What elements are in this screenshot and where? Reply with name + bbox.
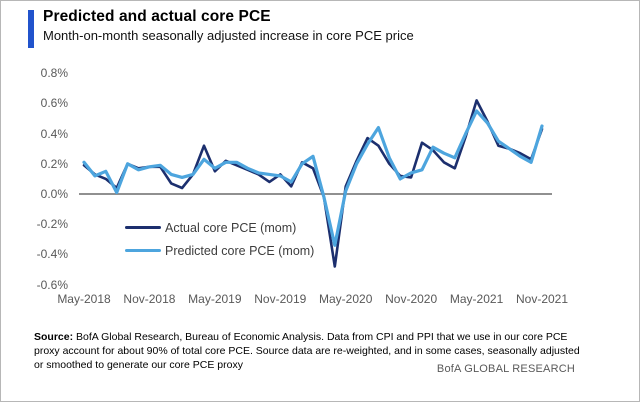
predicted-line-swatch bbox=[125, 248, 161, 253]
legend-item-predicted: Predicted core PCE (mom) bbox=[125, 239, 314, 262]
x-axis-tick-label: May-2018 bbox=[57, 292, 111, 306]
brand-line: BofA GLOBAL RESEARCH bbox=[436, 363, 575, 375]
y-axis-tick-label: 0.6% bbox=[40, 96, 68, 111]
y-axis-tick-label: 0.2% bbox=[40, 156, 68, 171]
x-axis-tick-label: May-2019 bbox=[188, 292, 242, 306]
x-axis-tick-label: Nov-2020 bbox=[385, 292, 438, 306]
y-axis-tick-label: -0.6% bbox=[36, 277, 68, 292]
x-axis-tick-label: May-2020 bbox=[319, 292, 373, 306]
y-axis-tick-label: -0.2% bbox=[36, 217, 68, 232]
y-axis-tick-label: 0.0% bbox=[40, 187, 68, 201]
legend-item-actual: Actual core PCE (mom) bbox=[125, 216, 314, 239]
legend-label-predicted: Predicted core PCE (mom) bbox=[165, 243, 315, 258]
legend: Actual core PCE (mom) Predicted core PCE… bbox=[125, 216, 314, 262]
x-axis-tick-label: Nov-2021 bbox=[515, 292, 569, 306]
x-axis-tick-label: Nov-2019 bbox=[254, 292, 307, 306]
actual-line-swatch bbox=[125, 225, 161, 230]
accent-bar bbox=[28, 10, 34, 48]
page-title: Predicted and actual core PCE bbox=[43, 8, 271, 25]
x-axis-tick-label: May-2021 bbox=[449, 292, 504, 306]
source-note: Source: BofA Global Research, Bureau of … bbox=[34, 330, 586, 372]
y-axis-tick-label: 0.8% bbox=[40, 66, 68, 81]
source-text: BofA Global Research, Bureau of Economic… bbox=[34, 331, 580, 371]
y-axis-tick-label: -0.4% bbox=[36, 247, 68, 262]
source-label: Source: bbox=[34, 331, 74, 343]
legend-label-actual: Actual core PCE (mom) bbox=[165, 220, 297, 235]
y-axis-tick-label: 0.4% bbox=[40, 126, 68, 141]
page-subtitle: Month-on-month seasonally adjusted incre… bbox=[43, 28, 414, 43]
x-axis-tick-label: Nov-2018 bbox=[123, 292, 176, 306]
